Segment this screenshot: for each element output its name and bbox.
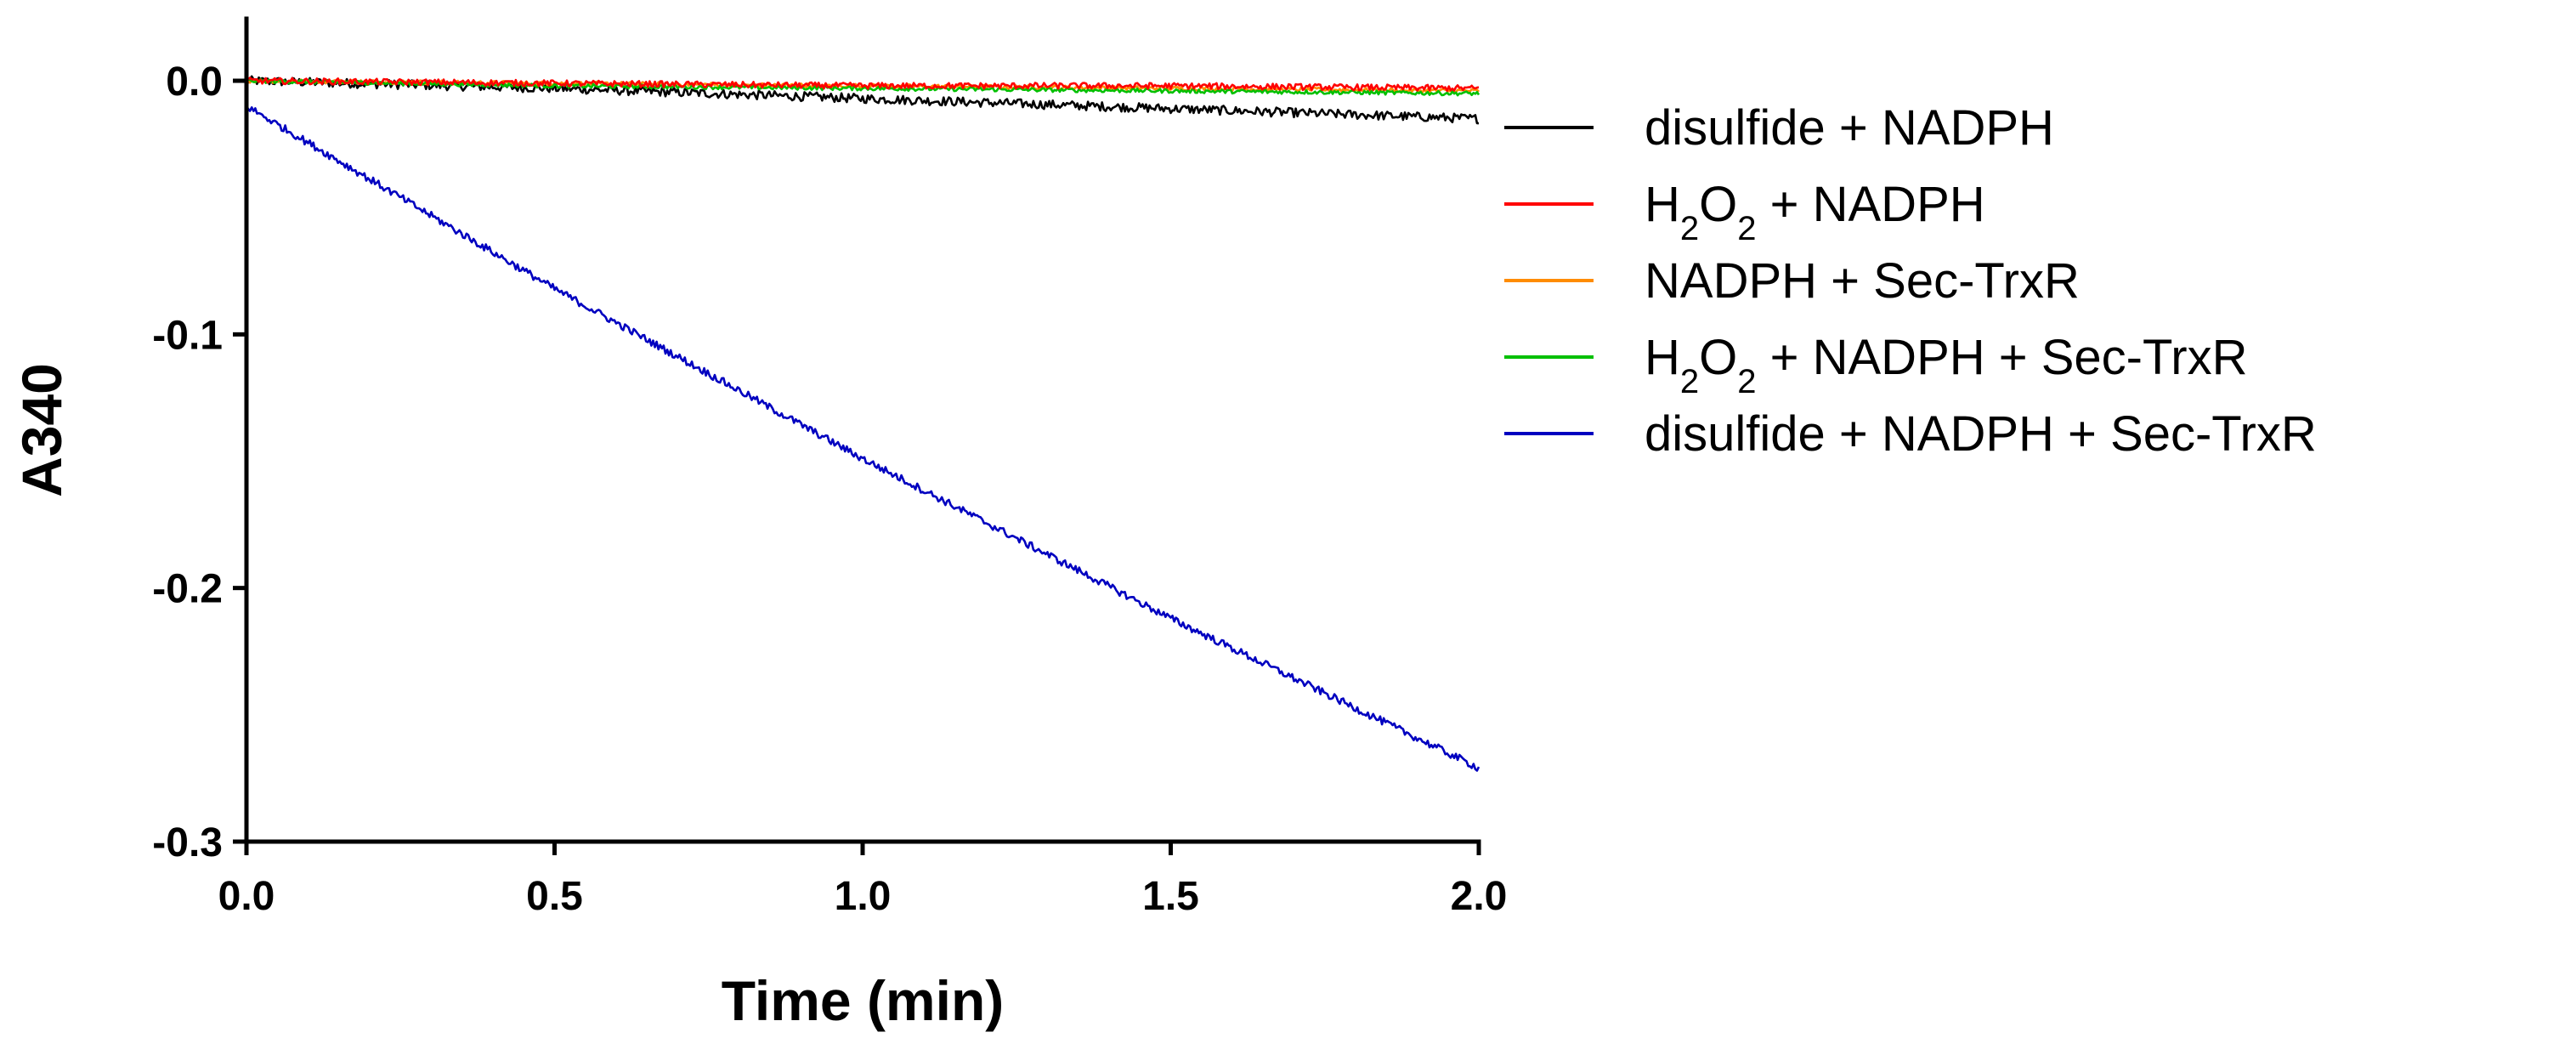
x-ticks: 0.0 0.5 1.0 1.5 2.0 [218, 842, 1508, 919]
legend-item: H2O2 + NADPH + Sec-TrxR [1504, 330, 2247, 400]
y-tick-label: -0.1 [152, 313, 223, 358]
y-tick-label: -0.3 [152, 820, 223, 865]
legend-label: H2O2 + NADPH + Sec-TrxR [1645, 330, 2247, 400]
axes [244, 16, 1481, 844]
legend-label: disulfide + NADPH [1645, 100, 2054, 156]
legend-item: NADPH + Sec-TrxR [1504, 253, 2080, 309]
y-tick-label: -0.2 [152, 567, 223, 612]
y-axis-title: A340 [10, 363, 73, 497]
x-axis-title: Time (min) [722, 969, 1004, 1032]
legend-label: NADPH + Sec-TrxR [1645, 253, 2080, 309]
plot-series [245, 75, 1480, 772]
x-tick-label: 2.0 [1451, 874, 1508, 919]
legend-label: H2O2 + NADPH [1645, 177, 1985, 247]
legend-item: disulfide + NADPH [1504, 100, 2054, 156]
series-line [246, 77, 1480, 93]
legend-item: H2O2 + NADPH [1504, 177, 1985, 247]
legend-label: disulfide + NADPH + Sec-TrxR [1645, 406, 2317, 462]
x-tick-label: 0.0 [218, 874, 275, 919]
x-tick-label: 1.0 [835, 874, 892, 919]
y-tick-label: 0.0 [166, 60, 223, 105]
y-ticks: 0.0 -0.1 -0.2 -0.3 [152, 60, 246, 865]
legend: disulfide + NADPH H2O2 + NADPH NADPH + Sec… [1504, 100, 2317, 462]
legend-item: disulfide + NADPH + Sec-TrxR [1504, 406, 2317, 462]
series-line [245, 105, 1480, 772]
x-tick-label: 1.5 [1142, 874, 1199, 919]
x-tick-label: 0.5 [526, 874, 583, 919]
